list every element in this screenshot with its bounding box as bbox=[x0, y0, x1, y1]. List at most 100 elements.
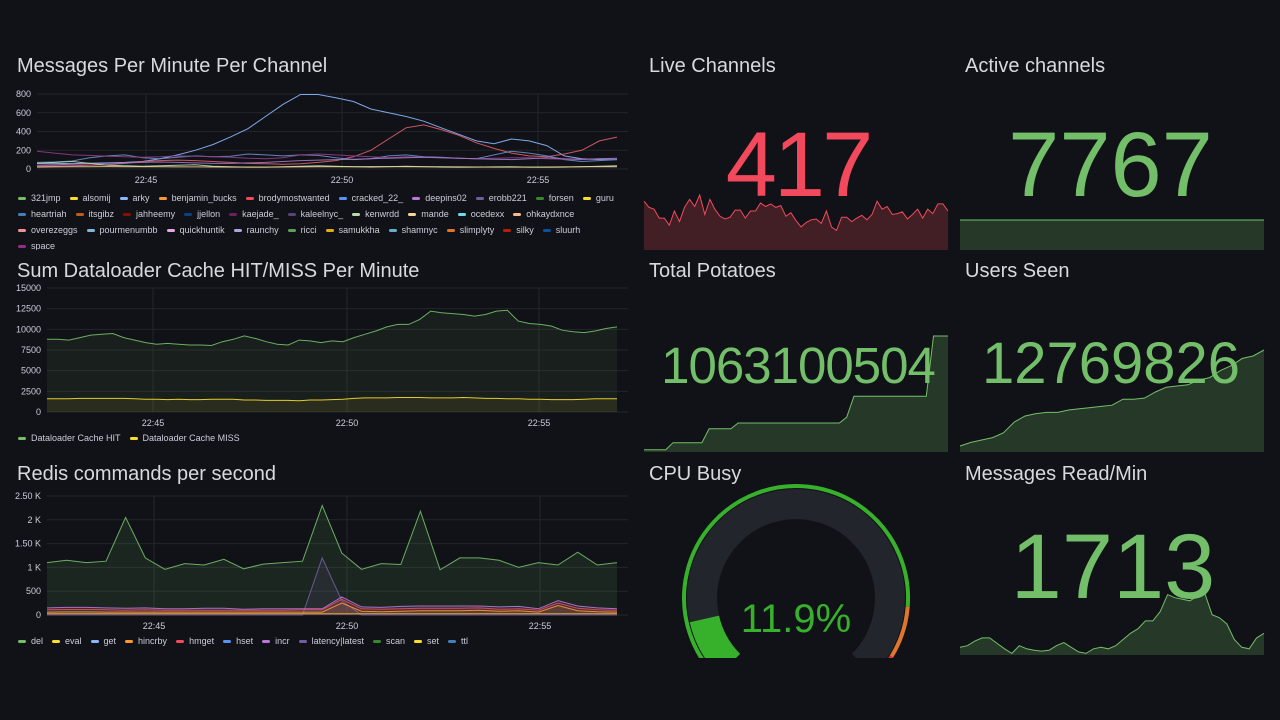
legend-swatch bbox=[325, 228, 334, 232]
y-tick-label: 1.50 K bbox=[15, 539, 41, 549]
legend-swatch bbox=[176, 639, 185, 643]
legend-item[interactable]: raunchy bbox=[233, 224, 279, 236]
legend-label: Dataloader Cache HIT bbox=[31, 433, 121, 443]
cache-legend: Dataloader Cache HIT Dataloader Cache MIS… bbox=[18, 432, 240, 444]
total-potatoes-value: 1063100504 bbox=[661, 337, 936, 394]
legend-item[interactable]: deepins02 bbox=[412, 192, 467, 204]
legend-item[interactable]: Dataloader Cache MISS bbox=[129, 432, 240, 444]
y-tick-label: 0 bbox=[26, 164, 31, 174]
sparkline-line bbox=[644, 335, 948, 451]
legend-item[interactable]: kenwrdd bbox=[352, 208, 399, 220]
legend-item[interactable]: heartriah bbox=[18, 208, 67, 220]
series-line bbox=[46, 504, 618, 571]
panel-active-channels: Active channels 7767 bbox=[956, 45, 1280, 250]
legend-item[interactable]: del bbox=[18, 635, 43, 647]
legend-swatch bbox=[412, 196, 421, 200]
legend-item[interactable]: benjamin_bucks bbox=[158, 192, 237, 204]
live-channels-sparkline bbox=[643, 193, 949, 250]
legend-swatch bbox=[542, 228, 551, 232]
legend-item[interactable]: space bbox=[18, 240, 55, 250]
legend-label: Dataloader Cache MISS bbox=[142, 433, 240, 443]
legend-item[interactable]: hincrby bbox=[125, 635, 167, 647]
legend-item[interactable]: jahheemy bbox=[123, 208, 175, 220]
legend-swatch bbox=[245, 196, 254, 200]
gauge-threshold-arc bbox=[888, 655, 894, 658]
legend-item[interactable]: get bbox=[90, 635, 116, 647]
legend-swatch bbox=[352, 212, 361, 216]
panel-title: Messages Per Minute Per Channel bbox=[17, 55, 328, 77]
legend-item[interactable]: Dataloader Cache HIT bbox=[18, 432, 121, 444]
legend-item[interactable]: erobb221 bbox=[475, 192, 527, 204]
series-line bbox=[36, 150, 617, 161]
legend-swatch bbox=[388, 228, 397, 232]
legend-item[interactable]: set bbox=[414, 635, 439, 647]
legend-item[interactable]: jjellon bbox=[184, 208, 220, 220]
panel-title: CPU Busy bbox=[649, 463, 742, 485]
legend-item[interactable]: overezeggs bbox=[18, 224, 78, 236]
legend-swatch bbox=[338, 196, 347, 200]
legend-label: benjamin_bucks bbox=[171, 193, 237, 203]
legend-item[interactable]: silky bbox=[503, 224, 534, 236]
sparkline-area bbox=[644, 336, 948, 452]
legend-swatch bbox=[372, 639, 381, 643]
panel-title: Messages Read/Min bbox=[965, 463, 1148, 485]
legend-swatch bbox=[18, 212, 26, 216]
legend-label: silky bbox=[516, 225, 534, 235]
legend-item[interactable]: kaejade_ bbox=[229, 208, 279, 220]
y-tick-label: 400 bbox=[16, 127, 31, 137]
series-line bbox=[46, 602, 618, 613]
legend-swatch bbox=[582, 196, 591, 200]
x-tick-label: 22:55 bbox=[527, 175, 550, 185]
legend-label: erobb221 bbox=[488, 193, 527, 203]
legend-item[interactable]: quickhuntik bbox=[166, 224, 225, 236]
x-tick-label: 22:45 bbox=[142, 418, 165, 428]
total-potatoes-sparkline bbox=[644, 335, 948, 452]
redis-chart: 2.50 K 2 K 1.50 K 1 K 500 0 22:45 22:50 22:55 bbox=[15, 491, 628, 631]
legend-label: ohkaydxnce bbox=[526, 209, 575, 219]
legend-item[interactable]: brodymostwanted bbox=[245, 192, 330, 204]
y-tick-label: 10000 bbox=[16, 324, 41, 334]
legend-swatch bbox=[129, 436, 138, 440]
y-tick-label: 12500 bbox=[16, 304, 41, 314]
legend-item[interactable]: ttl bbox=[448, 635, 468, 647]
legend-item[interactable]: hmget bbox=[176, 635, 214, 647]
messages-chart: 800 600 400 200 0 22:45 22:50 22:55 bbox=[16, 89, 628, 185]
legend-swatch bbox=[223, 639, 232, 643]
series-line bbox=[46, 596, 618, 610]
legend-item[interactable]: slimplyty bbox=[446, 224, 494, 236]
legend-item[interactable]: ohkaydxnce bbox=[513, 208, 574, 220]
legend-item[interactable]: kaleelnyc_ bbox=[287, 208, 343, 220]
legend-item[interactable]: ricci bbox=[287, 224, 317, 236]
legend-item[interactable]: sluurh bbox=[542, 224, 581, 236]
legend-item[interactable]: shamnyc bbox=[388, 224, 438, 236]
legend-item[interactable]: cracked_22_ bbox=[338, 192, 404, 204]
legend-swatch bbox=[229, 212, 238, 216]
legend-swatch bbox=[119, 196, 128, 200]
legend-item[interactable]: hset bbox=[223, 635, 253, 647]
legend-item[interactable]: eval bbox=[52, 635, 82, 647]
legend-label: cracked_22_ bbox=[351, 193, 404, 203]
series-area bbox=[47, 505, 617, 615]
legend-swatch bbox=[408, 212, 417, 216]
sparkline-area bbox=[960, 593, 1264, 655]
legend-item[interactable]: forsen bbox=[535, 192, 574, 204]
legend-item[interactable]: guru bbox=[582, 192, 614, 204]
legend-item[interactable]: arky bbox=[119, 192, 150, 204]
legend-item[interactable]: latency|latest bbox=[298, 635, 364, 647]
y-tick-label: 7500 bbox=[21, 345, 41, 355]
x-tick-label: 22:50 bbox=[336, 418, 359, 428]
legend-label: sluurh bbox=[555, 225, 581, 235]
legend-label: raunchy bbox=[246, 225, 279, 235]
legend-item[interactable]: scan bbox=[372, 635, 405, 647]
legend-item[interactable]: pourmenumbb bbox=[86, 224, 158, 236]
legend-item[interactable]: 321jmp bbox=[18, 192, 61, 204]
legend-item[interactable]: incr bbox=[262, 635, 290, 647]
legend-item[interactable]: ocedexx bbox=[457, 208, 504, 220]
y-tick-label: 200 bbox=[16, 145, 31, 155]
legend-item[interactable]: itsgibz bbox=[75, 208, 114, 220]
legend-label: quickhuntik bbox=[179, 225, 225, 235]
legend-item[interactable]: mande bbox=[408, 208, 449, 220]
legend-item[interactable]: alsomij bbox=[69, 192, 111, 204]
legend-item[interactable]: samukkha bbox=[325, 224, 380, 236]
legend-swatch bbox=[18, 436, 26, 440]
